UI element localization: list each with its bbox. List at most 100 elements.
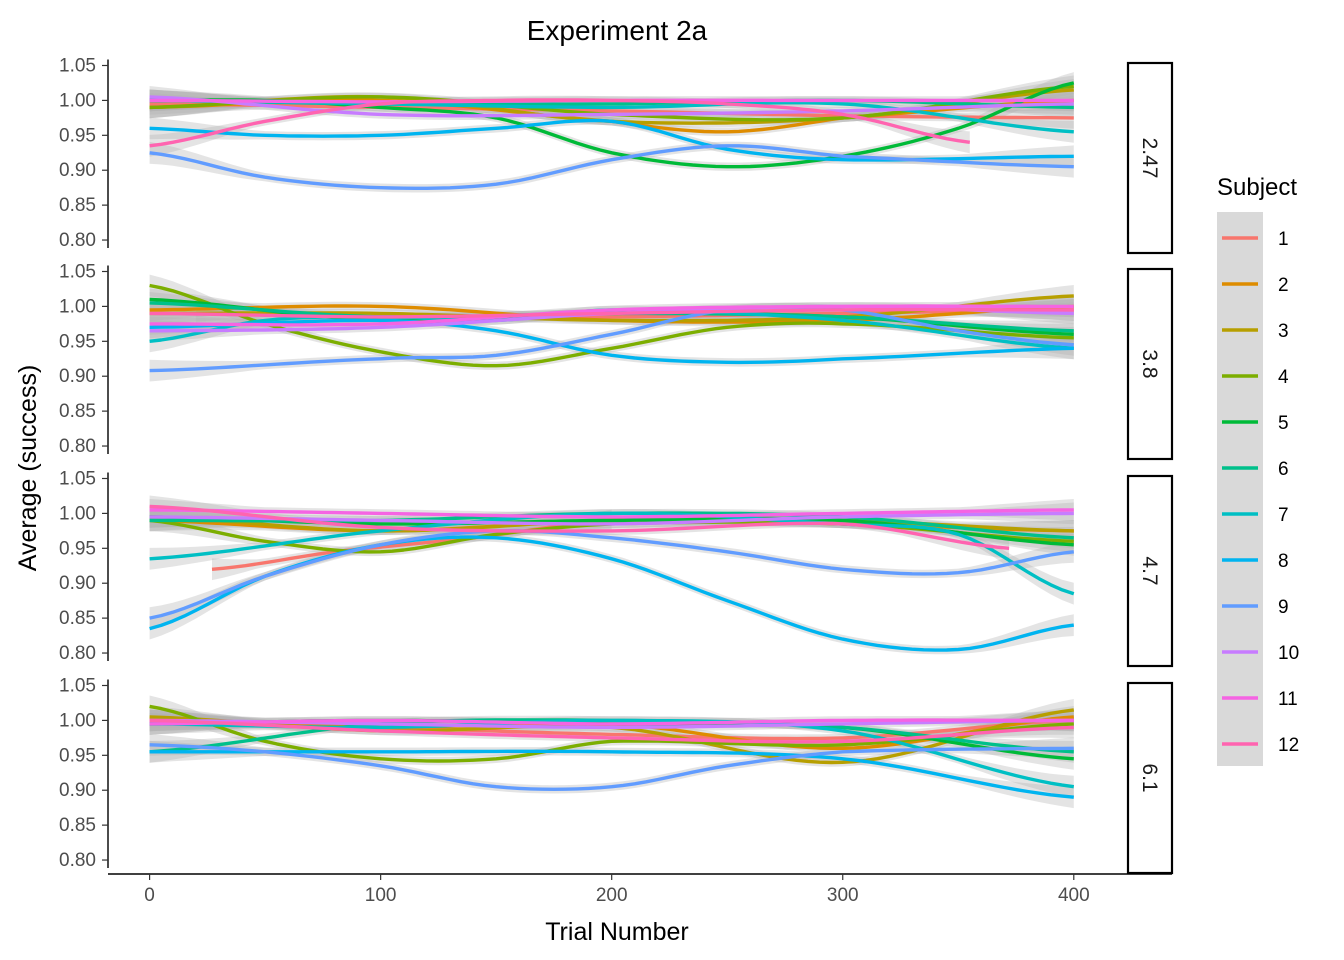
legend-item-5[interactable]: 5	[1222, 413, 1289, 434]
x-tick-label: 100	[365, 885, 397, 906]
y-tick-label: 1.05	[59, 261, 96, 282]
legend-item-6[interactable]: 6	[1222, 459, 1289, 480]
legend-item-9[interactable]: 9	[1222, 597, 1289, 618]
legend-item-12[interactable]: 12	[1222, 735, 1299, 756]
series-lines	[149, 704, 1075, 799]
legend-item-7[interactable]: 7	[1222, 505, 1289, 526]
y-tick-label: 0.80	[59, 643, 96, 664]
facet-strip	[1126, 61, 1174, 255]
ribbon-subject-7	[149, 509, 1074, 605]
x-axis-title: Trial Number	[545, 918, 689, 946]
ribbon-subject-11	[149, 709, 1074, 735]
chart-title: Experiment 2a	[527, 15, 708, 46]
y-tick-label: 0.95	[59, 538, 96, 559]
ribbon-subject-1	[149, 709, 1074, 743]
y-tick-label: 0.85	[59, 401, 96, 422]
y-tick-label: 0.95	[59, 745, 96, 766]
series-line-subject-10	[149, 95, 1074, 118]
legend-label: 5	[1278, 413, 1289, 434]
panel-4.7: 0.80 0.85 0.90 0.95 1.00 1.05 4.7	[59, 468, 1174, 668]
y-tick-label: 1.05	[59, 468, 96, 489]
x-tick-label: 300	[827, 885, 859, 906]
series-line-subject-12	[149, 307, 1074, 319]
panel-6.1: 0.80 0.85 0.90 0.95 1.00 1.05 6.1	[59, 675, 1174, 875]
series-line-subject-1	[149, 102, 1074, 120]
y-tick-label: 1.05	[59, 675, 96, 696]
series-lines	[149, 81, 1075, 190]
y-tick-label: 1.00	[59, 296, 96, 317]
series-line-subject-12	[149, 718, 1074, 744]
facet-strip-label: 2.47	[1138, 138, 1161, 179]
y-tick-label: 0.95	[59, 125, 96, 146]
x-tick-label: 0	[144, 885, 155, 906]
legend-item-1[interactable]: 1	[1222, 229, 1289, 250]
y-tick-label: 1.00	[59, 503, 96, 524]
legend-item-4[interactable]: 4	[1222, 367, 1289, 388]
legend-label: 9	[1278, 597, 1289, 618]
legend-label: 7	[1278, 505, 1289, 526]
legend-label: 6	[1278, 459, 1289, 480]
series-line-subject-7	[149, 511, 1075, 596]
panels: 0.80 0.85 0.90 0.95 1.00 1.05 2.47 0.80 0.85 0.90…	[59, 55, 1174, 875]
ribbon-subject-9	[149, 302, 1074, 382]
series-line-subject-9	[149, 144, 1074, 190]
legend-label: 12	[1278, 735, 1299, 756]
ribbon-subject-4	[149, 274, 1074, 370]
series-line-subject-9	[149, 305, 1074, 373]
facet-strip-label: 3.8	[1138, 349, 1161, 378]
series-line-subject-9	[149, 529, 1075, 620]
series-line-subject-10	[149, 511, 1074, 526]
legend-key-background	[1217, 212, 1263, 766]
x-axis: 0 100 200 300 400	[108, 873, 1172, 906]
series-line-subject-12	[149, 504, 1010, 550]
y-tick-label: 0.95	[59, 331, 96, 352]
series-line-subject-11	[149, 304, 1074, 327]
series-line-subject-9	[149, 743, 1074, 791]
y-tick-label: 0.80	[59, 436, 96, 457]
legend-item-10[interactable]: 10	[1222, 643, 1299, 664]
panel-2.47: 0.80 0.85 0.90 0.95 1.00 1.05 2.47	[59, 55, 1174, 255]
x-tick-label: 200	[596, 885, 628, 906]
facet-strip	[1126, 267, 1174, 461]
y-tick-label: 0.90	[59, 366, 96, 387]
y-tick-label: 1.05	[59, 55, 96, 76]
y-tick-label: 0.80	[59, 850, 96, 871]
ribbon-subject-8	[149, 532, 1074, 655]
legend-item-11[interactable]: 11	[1222, 689, 1298, 710]
legend-title: Subject	[1217, 174, 1297, 201]
confidence-ribbons	[149, 72, 1074, 193]
series-line-subject-8	[149, 318, 1074, 365]
series-line-subject-11	[149, 718, 1074, 726]
panel-3.8: 0.80 0.85 0.90 0.95 1.00 1.05 3.8	[59, 261, 1174, 461]
y-tick-label: 1.00	[59, 90, 96, 111]
y-tick-label: 1.00	[59, 710, 96, 731]
x-tick-label: 400	[1058, 885, 1090, 906]
legend-item-3[interactable]: 3	[1222, 321, 1289, 342]
facet-strip	[1126, 474, 1174, 668]
series-line-subject-11	[149, 508, 1074, 519]
legend-item-2[interactable]: 2	[1222, 275, 1289, 296]
y-tick-label: 0.90	[59, 573, 96, 594]
legend-label: 8	[1278, 551, 1289, 572]
y-tick-label: 0.90	[59, 780, 96, 801]
legend-label: 10	[1278, 643, 1299, 664]
series-lines	[149, 283, 1074, 373]
y-tick-label: 0.90	[59, 160, 96, 181]
y-axis-title: Average (success)	[14, 365, 42, 572]
legend-label: 2	[1278, 275, 1289, 296]
series-lines	[149, 504, 1075, 652]
ribbon-subject-3	[149, 699, 1074, 767]
legend-label: 4	[1278, 367, 1289, 388]
series-line-subject-12	[149, 98, 971, 148]
facet-strip-label: 4.7	[1138, 556, 1161, 585]
legend-label: 11	[1278, 689, 1298, 710]
facet-strip	[1126, 681, 1174, 875]
legend-item-8[interactable]: 8	[1222, 551, 1289, 572]
series-line-subject-8	[149, 749, 1074, 799]
y-tick-label: 0.85	[59, 195, 96, 216]
y-tick-label: 0.85	[59, 815, 96, 836]
series-line-subject-8	[149, 535, 1075, 652]
